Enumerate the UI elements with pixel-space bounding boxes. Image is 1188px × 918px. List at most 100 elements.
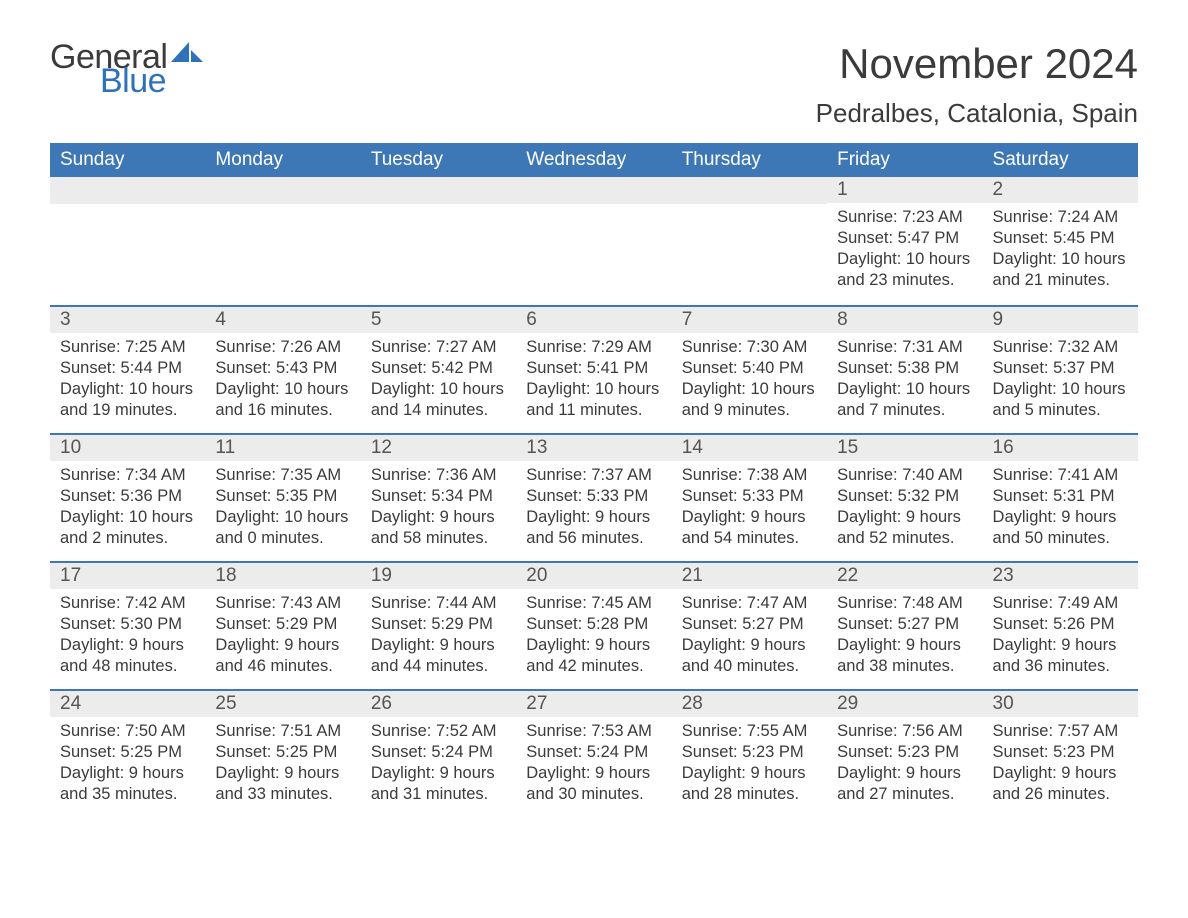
day-number: 10 (50, 435, 81, 461)
sunset-text: Sunset: 5:24 PM (371, 742, 508, 763)
calendar-cell: 15Sunrise: 7:40 AMSunset: 5:32 PMDayligh… (827, 433, 982, 561)
sunset-text: Sunset: 5:33 PM (526, 486, 663, 507)
sunset-text: Sunset: 5:29 PM (215, 614, 352, 635)
calendar-cell (361, 177, 516, 305)
day-details: Sunrise: 7:30 AMSunset: 5:40 PMDaylight:… (672, 333, 827, 425)
sunset-text: Sunset: 5:32 PM (837, 486, 974, 507)
calendar-cell: 17Sunrise: 7:42 AMSunset: 5:30 PMDayligh… (50, 561, 205, 689)
daylight-text: Daylight: 9 hours and 31 minutes. (371, 763, 508, 805)
sunset-text: Sunset: 5:43 PM (215, 358, 352, 379)
month-title: November 2024 (816, 40, 1138, 88)
sunrise-text: Sunrise: 7:23 AM (837, 207, 974, 228)
day-number: 26 (361, 691, 392, 717)
sunrise-text: Sunrise: 7:48 AM (837, 593, 974, 614)
day-number: 7 (672, 307, 693, 333)
calendar-cell (672, 177, 827, 305)
day-details: Sunrise: 7:50 AMSunset: 5:25 PMDaylight:… (50, 717, 205, 809)
day-number: 8 (827, 307, 848, 333)
calendar-cell: 7Sunrise: 7:30 AMSunset: 5:40 PMDaylight… (672, 305, 827, 433)
calendar-cell: 19Sunrise: 7:44 AMSunset: 5:29 PMDayligh… (361, 561, 516, 689)
daylight-text: Daylight: 9 hours and 40 minutes. (682, 635, 819, 677)
sunrise-text: Sunrise: 7:50 AM (60, 721, 197, 742)
sunrise-text: Sunrise: 7:24 AM (993, 207, 1130, 228)
sunrise-text: Sunrise: 7:25 AM (60, 337, 197, 358)
day-details: Sunrise: 7:42 AMSunset: 5:30 PMDaylight:… (50, 589, 205, 681)
calendar-cell: 1Sunrise: 7:23 AMSunset: 5:47 PMDaylight… (827, 177, 982, 305)
daylight-text: Daylight: 10 hours and 7 minutes. (837, 379, 974, 421)
day-number: 12 (361, 435, 392, 461)
day-details: Sunrise: 7:44 AMSunset: 5:29 PMDaylight:… (361, 589, 516, 681)
sunset-text: Sunset: 5:24 PM (526, 742, 663, 763)
day-number: 30 (983, 691, 1014, 717)
day-details: Sunrise: 7:24 AMSunset: 5:45 PMDaylight:… (983, 203, 1138, 295)
day-details: Sunrise: 7:27 AMSunset: 5:42 PMDaylight:… (361, 333, 516, 425)
sunset-text: Sunset: 5:23 PM (682, 742, 819, 763)
calendar-cell: 28Sunrise: 7:55 AMSunset: 5:23 PMDayligh… (672, 689, 827, 817)
weekday-header: Saturday (983, 143, 1138, 177)
sunrise-text: Sunrise: 7:32 AM (993, 337, 1130, 358)
sunset-text: Sunset: 5:27 PM (837, 614, 974, 635)
day-details: Sunrise: 7:55 AMSunset: 5:23 PMDaylight:… (672, 717, 827, 809)
sunrise-text: Sunrise: 7:43 AM (215, 593, 352, 614)
sunrise-text: Sunrise: 7:44 AM (371, 593, 508, 614)
calendar-cell: 3Sunrise: 7:25 AMSunset: 5:44 PMDaylight… (50, 305, 205, 433)
day-number: 29 (827, 691, 858, 717)
day-details: Sunrise: 7:34 AMSunset: 5:36 PMDaylight:… (50, 461, 205, 553)
daylight-text: Daylight: 10 hours and 16 minutes. (215, 379, 352, 421)
calendar-cell: 21Sunrise: 7:47 AMSunset: 5:27 PMDayligh… (672, 561, 827, 689)
day-number: 23 (983, 563, 1014, 589)
day-number: 27 (516, 691, 547, 717)
day-number: 28 (672, 691, 703, 717)
sunrise-text: Sunrise: 7:47 AM (682, 593, 819, 614)
sunrise-text: Sunrise: 7:34 AM (60, 465, 197, 486)
calendar-cell (516, 177, 671, 305)
sunset-text: Sunset: 5:27 PM (682, 614, 819, 635)
day-details: Sunrise: 7:49 AMSunset: 5:26 PMDaylight:… (983, 589, 1138, 681)
sunrise-text: Sunrise: 7:57 AM (993, 721, 1130, 742)
sunrise-text: Sunrise: 7:42 AM (60, 593, 197, 614)
day-number: 20 (516, 563, 547, 589)
daylight-text: Daylight: 9 hours and 36 minutes. (993, 635, 1130, 677)
weekday-header: Sunday (50, 143, 205, 177)
sunset-text: Sunset: 5:31 PM (993, 486, 1130, 507)
day-number: 14 (672, 435, 703, 461)
calendar-cell: 10Sunrise: 7:34 AMSunset: 5:36 PMDayligh… (50, 433, 205, 561)
sunset-text: Sunset: 5:23 PM (837, 742, 974, 763)
day-details: Sunrise: 7:32 AMSunset: 5:37 PMDaylight:… (983, 333, 1138, 425)
sunset-text: Sunset: 5:38 PM (837, 358, 974, 379)
sunset-text: Sunset: 5:23 PM (993, 742, 1130, 763)
calendar-week-row: 17Sunrise: 7:42 AMSunset: 5:30 PMDayligh… (50, 561, 1138, 689)
day-number: 15 (827, 435, 858, 461)
sunrise-text: Sunrise: 7:53 AM (526, 721, 663, 742)
sunrise-text: Sunrise: 7:31 AM (837, 337, 974, 358)
day-details: Sunrise: 7:35 AMSunset: 5:35 PMDaylight:… (205, 461, 360, 553)
sunrise-text: Sunrise: 7:51 AM (215, 721, 352, 742)
sunset-text: Sunset: 5:33 PM (682, 486, 819, 507)
daylight-text: Daylight: 9 hours and 48 minutes. (60, 635, 197, 677)
daylight-text: Daylight: 9 hours and 46 minutes. (215, 635, 352, 677)
day-details: Sunrise: 7:41 AMSunset: 5:31 PMDaylight:… (983, 461, 1138, 553)
calendar-week-row: 24Sunrise: 7:50 AMSunset: 5:25 PMDayligh… (50, 689, 1138, 817)
calendar-week-row: 10Sunrise: 7:34 AMSunset: 5:36 PMDayligh… (50, 433, 1138, 561)
daylight-text: Daylight: 9 hours and 26 minutes. (993, 763, 1130, 805)
sunrise-text: Sunrise: 7:35 AM (215, 465, 352, 486)
daylight-text: Daylight: 9 hours and 38 minutes. (837, 635, 974, 677)
day-details: Sunrise: 7:48 AMSunset: 5:27 PMDaylight:… (827, 589, 982, 681)
sunset-text: Sunset: 5:37 PM (993, 358, 1130, 379)
day-number: 25 (205, 691, 236, 717)
daylight-text: Daylight: 9 hours and 30 minutes. (526, 763, 663, 805)
day-number: 2 (983, 177, 1004, 203)
calendar-cell: 25Sunrise: 7:51 AMSunset: 5:25 PMDayligh… (205, 689, 360, 817)
calendar-cell: 4Sunrise: 7:26 AMSunset: 5:43 PMDaylight… (205, 305, 360, 433)
weekday-header-row: Sunday Monday Tuesday Wednesday Thursday… (50, 143, 1138, 177)
weekday-header: Wednesday (516, 143, 671, 177)
sunrise-text: Sunrise: 7:37 AM (526, 465, 663, 486)
daylight-text: Daylight: 9 hours and 28 minutes. (682, 763, 819, 805)
day-number: 9 (983, 307, 1004, 333)
sunset-text: Sunset: 5:40 PM (682, 358, 819, 379)
daylight-text: Daylight: 10 hours and 11 minutes. (526, 379, 663, 421)
sunset-text: Sunset: 5:30 PM (60, 614, 197, 635)
calendar-cell: 5Sunrise: 7:27 AMSunset: 5:42 PMDaylight… (361, 305, 516, 433)
calendar-cell (50, 177, 205, 305)
day-number: 13 (516, 435, 547, 461)
